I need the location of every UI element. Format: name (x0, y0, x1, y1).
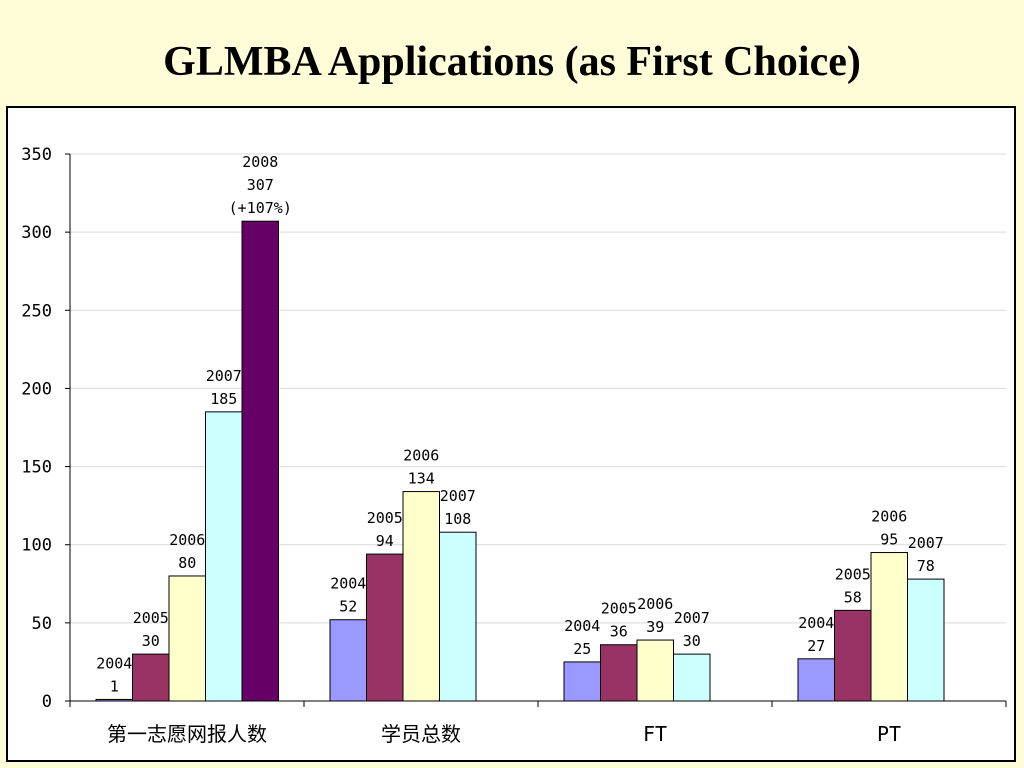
bar-2005-3 (834, 609, 872, 702)
bar-2005-2 (600, 644, 638, 702)
data-label: 30 (683, 632, 701, 650)
data-label: 95 (880, 531, 898, 549)
data-label: 134 (408, 470, 435, 488)
x-tick-label: 第一志愿网报人数 (107, 722, 267, 746)
x-tick-label: PT (877, 722, 901, 746)
bar-chart: 2004 1 2005 30 2006 80 2007 185 2008 307 (+107%) 20… (21, 145, 1007, 746)
data-label: 52 (339, 598, 357, 616)
data-label: 2008 (242, 153, 278, 171)
data-label: 2006 (637, 595, 673, 613)
data-label: 2007 (206, 367, 242, 385)
data-label: 2005 (835, 565, 871, 583)
bar-2008-0 (241, 220, 279, 702)
data-label: (+107%) (229, 199, 292, 217)
x-tick-label: FT (643, 722, 667, 746)
data-label: 2005 (133, 609, 169, 627)
data-label: 185 (210, 390, 237, 408)
data-label: 2004 (564, 617, 600, 635)
data-label: 2005 (601, 600, 637, 618)
bar-2007-1 (439, 531, 477, 702)
data-label: 108 (444, 510, 471, 528)
bar-2007-3 (907, 578, 945, 702)
data-label: 27 (807, 637, 825, 655)
data-label: 1 (110, 677, 119, 695)
chart-title: GLMBA Applications (as First Choice) (163, 39, 861, 85)
data-label: 58 (844, 588, 862, 606)
data-labels: 2004 1 2005 30 2006 80 2007 185 2008 307 (+107%) 20… (96, 153, 944, 695)
data-label: 36 (610, 623, 628, 641)
bar-2007-0 (205, 411, 243, 702)
data-label: 2006 (871, 508, 907, 526)
bar-2006-1 (402, 491, 440, 702)
bar-2004-2 (563, 661, 601, 702)
bar-2004-3 (797, 658, 835, 702)
bar-2004-1 (329, 619, 367, 702)
data-label: 2004 (330, 575, 366, 593)
y-tick-label: 0 (42, 692, 52, 712)
data-label: 78 (917, 557, 935, 575)
data-label: 39 (646, 618, 664, 636)
y-tick-label: 300 (21, 223, 52, 243)
bar-2006-2 (636, 639, 674, 702)
bar-2005-0 (132, 653, 170, 702)
y-tick-label: 250 (21, 301, 52, 321)
bars (95, 220, 945, 702)
data-label: 2004 (96, 654, 132, 672)
data-label: 2004 (798, 614, 834, 632)
y-tick-label: 350 (21, 145, 52, 165)
y-tick-label: 150 (21, 458, 52, 478)
x-tick-label: 学员总数 (381, 722, 461, 746)
data-label: 2007 (908, 534, 944, 552)
data-label: 2007 (440, 487, 476, 505)
y-tick-label: 100 (21, 536, 52, 556)
bar-2006-3 (870, 552, 908, 702)
data-label: 2005 (367, 509, 403, 527)
y-tick-label: 200 (21, 379, 52, 399)
data-label: 2006 (403, 447, 439, 465)
bar-2005-1 (366, 553, 404, 702)
data-label: 307 (247, 176, 274, 194)
bar-2006-0 (168, 575, 206, 702)
data-label: 80 (178, 554, 196, 572)
bar-2007-2 (673, 653, 711, 702)
y-tick-label: 50 (32, 614, 52, 634)
data-label: 2006 (169, 531, 205, 549)
data-label: 94 (376, 532, 394, 550)
data-label: 30 (142, 632, 160, 650)
data-label: 25 (573, 640, 591, 658)
data-label: 2007 (674, 609, 710, 627)
axes: 0 50 100 150 200 250 300 350 第一志愿网报人数 学员总数 FT PT (21, 145, 1007, 746)
